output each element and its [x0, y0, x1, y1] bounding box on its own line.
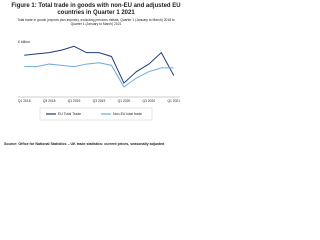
page: {"chart_data":{"type":"line", "title":"F…	[0, 0, 192, 150]
x-tick-label: Q1 2018	[18, 99, 31, 103]
legend-box	[39, 107, 153, 121]
chart-subtitle: Total trade in goods (exports plus impor…	[17, 18, 175, 26]
series-line	[24, 62, 174, 88]
x-tick-label: Q1 2019	[68, 99, 81, 103]
chart: Figure 1: Total trade in goods with non-…	[0, 0, 192, 150]
source: Source: Office for National Statistics –…	[4, 142, 164, 146]
legend-label: Non-EU total trade	[113, 112, 142, 116]
x-tick-label: Q1 2021	[167, 99, 180, 103]
series-line	[24, 45, 175, 84]
x-tick-label: Q1 2020	[118, 99, 131, 103]
x-tick-label: Q3 2020	[143, 99, 156, 103]
legend-label: EU Total Trade	[58, 112, 81, 116]
chart-title: Figure 1: Total trade in goods with non-…	[11, 3, 180, 16]
background	[0, 0, 192, 150]
x-tick-label: Q3 2019	[93, 99, 106, 103]
x-tick-label: Q3 2018	[43, 99, 56, 103]
y-axis-label: £ billion	[18, 40, 30, 44]
